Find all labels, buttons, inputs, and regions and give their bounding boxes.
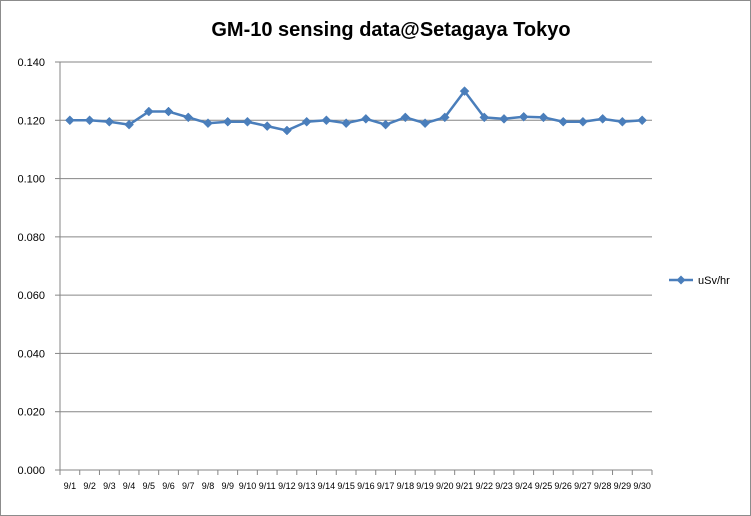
x-tick-label: 9/18	[397, 481, 415, 491]
x-tick-label: 9/9	[221, 481, 234, 491]
data-point	[124, 119, 134, 130]
data-point	[143, 106, 154, 117]
series-line	[69, 89, 643, 132]
x-tick-label: 9/26	[554, 481, 572, 491]
x-tick-label: 9/3	[103, 481, 116, 491]
data-point	[301, 116, 312, 127]
data-point	[459, 86, 470, 96]
x-tick-label: 9/22	[476, 481, 494, 491]
x-tick-label: 9/15	[337, 481, 355, 491]
data-point	[282, 125, 292, 136]
data-point	[420, 118, 430, 129]
data-point	[558, 116, 569, 127]
data-point	[104, 116, 115, 127]
data-point	[499, 113, 509, 124]
x-tick-label: 9/11	[259, 481, 276, 491]
x-tick-label: 9/19	[416, 481, 434, 491]
x-tick-label: 9/2	[83, 481, 96, 491]
x-tick-label: 9/25	[535, 481, 553, 491]
y-tick-label: 0.140	[17, 57, 45, 69]
x-tick-label: 9/14	[318, 481, 336, 491]
data-point	[479, 112, 490, 123]
y-tick-label: 0.060	[17, 290, 45, 302]
y-tick-label: 0.080	[17, 232, 45, 244]
x-tick-label: 9/4	[123, 481, 136, 491]
x-tick-label: 9/20	[436, 481, 454, 491]
x-tick-label: 9/23	[495, 481, 513, 491]
data-point	[222, 116, 233, 127]
x-tick-label: 9/27	[574, 481, 592, 491]
x-tick-label: 9/10	[239, 481, 257, 491]
x-tick-label: 9/7	[182, 481, 195, 491]
x-tick-label: 9/13	[298, 481, 316, 491]
x-tick-label: 9/16	[357, 481, 375, 491]
x-tick-label: 9/8	[202, 481, 215, 491]
data-point	[380, 119, 391, 130]
y-tick-label: 0.000	[17, 465, 45, 477]
data-point	[262, 121, 273, 131]
data-point	[538, 112, 549, 123]
data-point	[637, 115, 647, 126]
x-tick-label: 9/30	[633, 481, 651, 491]
data-point	[361, 113, 371, 124]
data-point	[518, 111, 529, 122]
x-tick-label: 9/1	[64, 481, 77, 491]
data-point	[597, 113, 608, 124]
y-tick-label: 0.040	[17, 348, 45, 360]
data-point	[84, 115, 95, 126]
x-tick-label: 9/29	[614, 481, 632, 491]
y-tick-label: 0.020	[17, 407, 45, 419]
data-point	[439, 112, 450, 123]
chart-title: GM-10 sensing data@Setagaya Tokyo	[211, 19, 571, 41]
y-tick-label: 0.100	[17, 174, 45, 186]
data-point	[321, 115, 332, 126]
data-point	[183, 112, 194, 123]
data-point	[341, 118, 351, 129]
y-tick-label: 0.120	[17, 115, 45, 127]
x-tick-label: 9/24	[515, 481, 533, 491]
legend-marker	[676, 275, 686, 285]
data-point	[242, 116, 253, 127]
x-tick-label: 9/5	[143, 481, 156, 491]
x-tick-label: 9/12	[278, 481, 296, 491]
data-point	[400, 112, 411, 123]
x-tick-label: 9/17	[377, 481, 395, 491]
x-tick-label: 9/6	[162, 481, 175, 491]
data-point	[578, 116, 588, 127]
legend-label: uSv/hr	[698, 275, 730, 287]
x-tick-label: 9/21	[456, 481, 474, 491]
data-point	[617, 116, 628, 127]
data-point	[203, 118, 213, 129]
x-tick-label: 9/28	[594, 481, 612, 491]
data-point	[163, 106, 174, 117]
data-point	[65, 115, 75, 126]
